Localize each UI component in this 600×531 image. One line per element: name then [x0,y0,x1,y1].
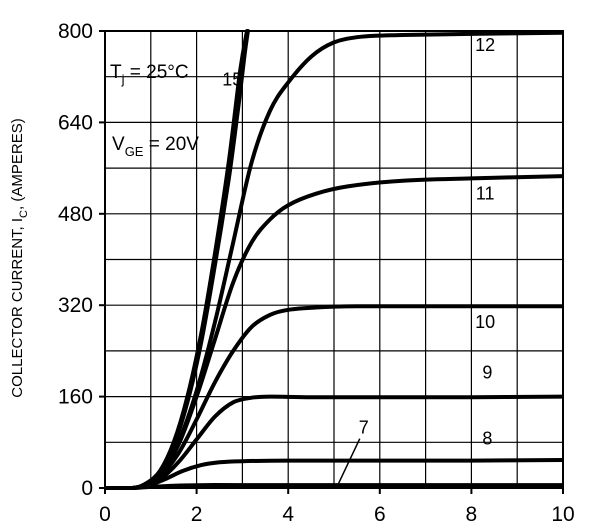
curve-label: 10 [475,312,495,332]
annotation-tj: Tj = 25°C [110,62,189,87]
y-tick-label: 800 [58,20,93,43]
x-tick-label: 0 [99,503,111,526]
y-tick-label: 160 [58,386,93,409]
y-tick-label: 0 [81,477,93,500]
curve-label: 15 [222,69,242,89]
y-tick-label: 640 [58,111,93,134]
curve-label: 11 [476,184,495,204]
grid [105,31,563,488]
y-tick-label: 480 [58,203,93,226]
curves [105,29,563,490]
y-tick-label: 320 [58,294,93,317]
curve-label: 12 [475,35,495,55]
plot-border [104,30,564,489]
x-tick-label: 10 [551,503,574,526]
x-tick-label: 6 [374,503,386,526]
annotation-vge: VGE = 20V [112,134,199,159]
curve-labels: 15 12 11 10 9 8 7 [222,35,495,484]
curve-label: 9 [482,362,492,382]
curve-label-7-leader [337,438,361,484]
x-tick-label: 2 [191,503,203,526]
plot-frame [99,30,564,494]
x-tick-label: 8 [466,503,478,526]
x-axis-tick-labels: 0 2 4 6 8 10 [99,503,575,526]
series-line-vge-7 [105,483,563,490]
curve-label: 7 [359,418,369,438]
y-axis-tick-labels: 0 160 320 480 640 800 [58,20,93,500]
x-tick-label: 4 [282,503,294,526]
curve-label: 8 [482,429,492,449]
y-axis-label: COLLECTOR CURRENT, IC, (AMPERES) [9,118,30,397]
